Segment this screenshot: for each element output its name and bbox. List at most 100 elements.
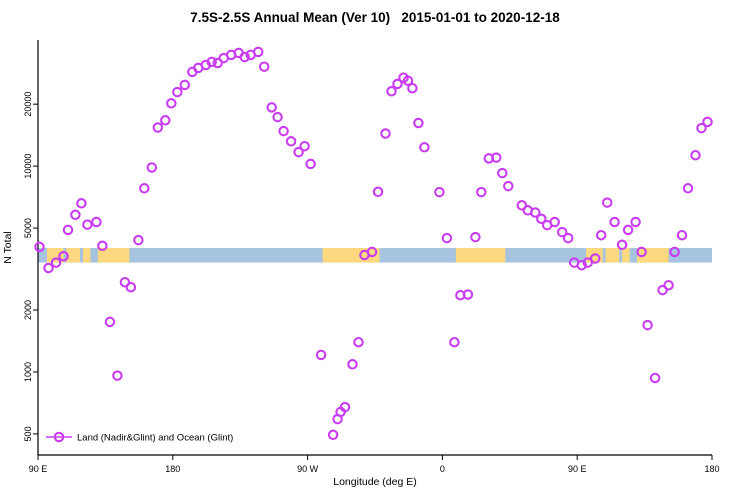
y-tick-label: 10000 [23,154,33,179]
data-point [549,216,560,228]
data-point [609,216,620,228]
x-tick-label: 90 W [297,464,319,474]
data-point [669,246,680,258]
x-tick-label: 0 [440,464,445,474]
y-tick-label: 1000 [23,362,33,382]
data-point [160,115,171,126]
data-point [70,209,81,221]
map-strip-land [605,248,620,263]
data-point [630,216,641,228]
map-strip-land [66,248,80,263]
data-point [299,140,310,152]
data-point [702,116,713,128]
data-point [104,316,116,328]
data-point [146,162,158,173]
data-point [353,336,364,348]
data-point [582,257,593,268]
data-point [470,231,481,243]
data-point [556,226,568,238]
map-strip-land [455,248,506,263]
data-point [34,241,45,253]
y-tick-label: 5000 [23,218,33,238]
data-point [595,229,607,241]
data-point [690,149,701,161]
data-point [497,167,508,179]
data-point [407,82,418,94]
data-point [402,75,414,86]
data-point [503,180,514,192]
data-point [601,197,613,208]
data-point [676,229,688,241]
x-tick-label: 180 [165,464,180,474]
data-point [589,253,601,264]
data-point [386,86,397,97]
data-point [272,111,283,123]
data-point [536,213,547,225]
map-strip-land [82,248,91,263]
data-point [649,372,661,384]
data-point [239,51,250,63]
data-point [206,56,217,68]
data-point [97,240,108,252]
data-point [372,186,384,198]
data-point [530,207,541,218]
data-point [278,125,289,137]
data-point [43,262,54,274]
data-point [172,86,183,98]
data-point [392,78,403,90]
data-point [682,183,694,194]
data-point [562,232,574,244]
legend-label: Land (Nadir&Glint) and Ocean (Glint) [77,433,233,444]
data-point [305,158,316,170]
data-point [449,336,460,348]
data-point [258,61,270,72]
data-point [642,319,653,331]
data-point [50,257,62,268]
data-point [347,359,358,370]
data-point [476,186,487,198]
data-point [285,136,297,147]
data-point [293,146,304,158]
data-point [152,122,164,133]
data-point [119,276,131,288]
y-axis-title: N Total [2,231,14,264]
data-point [622,224,634,236]
y-tick-label: 2000 [23,300,33,320]
x-tick-label: 90 E [29,464,48,474]
data-point [419,142,430,153]
legend-marker-icon [53,431,65,443]
data-point [696,122,707,134]
data-point [516,200,528,211]
data-point [82,219,93,230]
data-point [663,279,674,291]
data-point [139,183,150,194]
data-point [62,224,74,236]
map-strip-land [97,248,130,263]
data-point [315,349,327,361]
data-point [576,259,587,271]
data-point [339,401,351,413]
data-point [462,289,474,300]
data-point [166,98,177,109]
data-point [133,234,144,246]
data-point [76,198,87,209]
data-point [413,117,424,129]
chart-title: 7.5S-2.5S Annual Mean (Ver 10) 2015-01-0… [190,10,560,25]
x-tick-label: 180 [704,464,719,474]
y-tick-label: 500 [23,426,33,441]
x-axis-title: Longitude (deg E) [333,476,416,488]
data-point [252,46,264,58]
data-point [327,429,339,441]
data-point [380,128,391,139]
data-point [434,186,445,198]
data-point [125,281,137,293]
data-point [58,250,69,262]
data-point [179,79,191,91]
y-tick-label: 20000 [23,92,33,117]
data-point [112,370,123,381]
data-point [636,246,647,258]
x-tick-label: 90 E [568,464,587,474]
data-point [616,239,628,251]
